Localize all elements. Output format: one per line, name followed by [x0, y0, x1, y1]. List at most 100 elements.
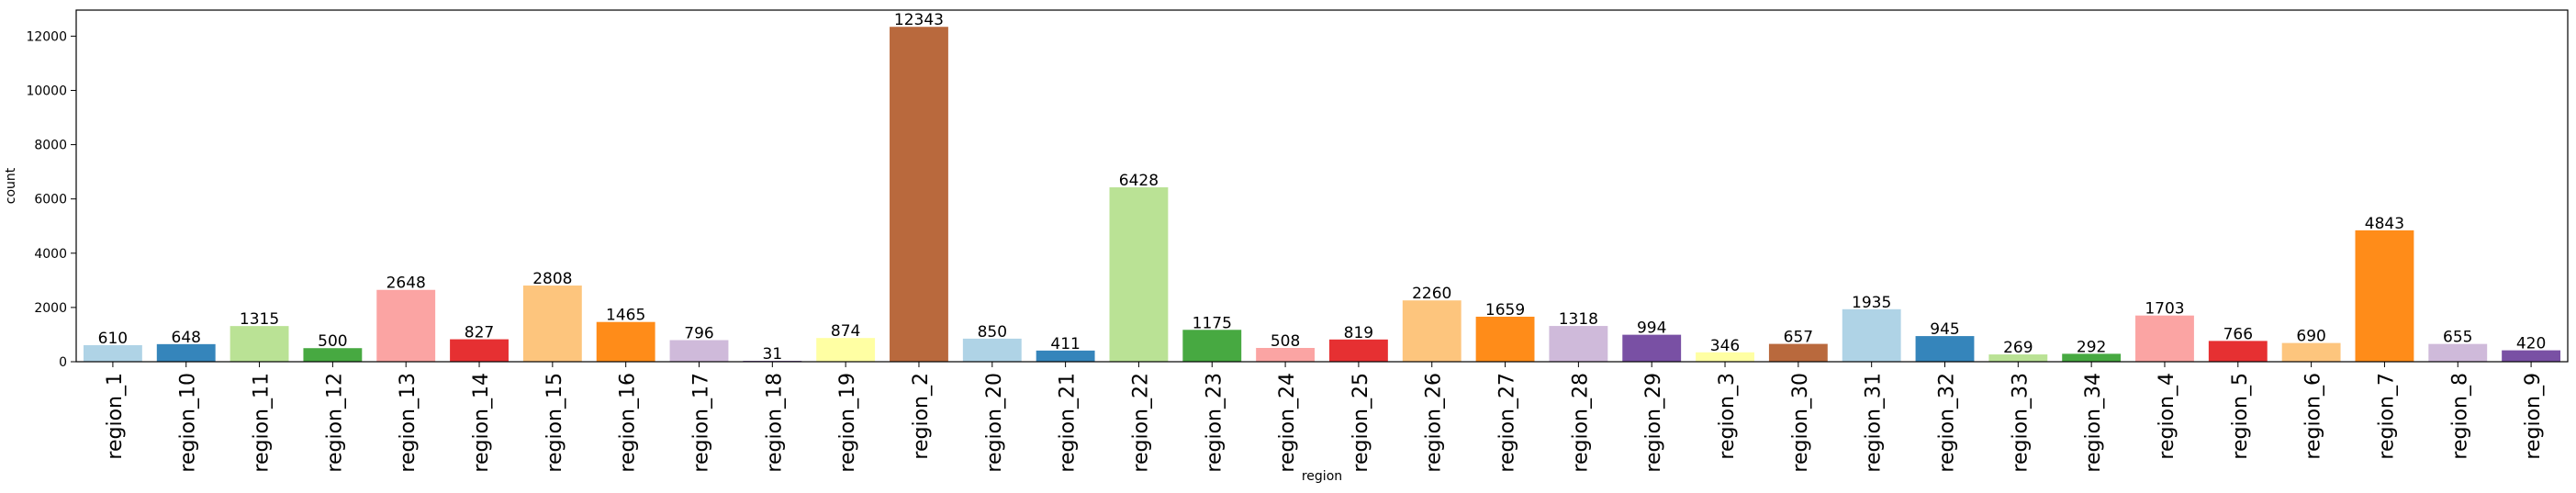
bar-value-label: 1935 — [1852, 294, 1891, 312]
bar-value-label: 819 — [1344, 324, 1373, 342]
x-tick-label: region_32 — [1936, 373, 1959, 473]
bar-region-31 — [1842, 308, 1901, 362]
bar-region-29 — [1622, 334, 1682, 362]
bar-region-12 — [303, 348, 363, 362]
bar-region-11 — [230, 326, 289, 362]
bar-region-16 — [596, 321, 655, 362]
bar-region-33 — [1988, 354, 2048, 362]
bar-region-9 — [2502, 350, 2561, 362]
bar-region-3 — [1696, 352, 1754, 362]
bar-region-13 — [376, 289, 436, 362]
x-tick-label: region_4 — [2156, 373, 2178, 460]
y-tick-label: 12000 — [26, 29, 67, 44]
bar-value-label: 827 — [465, 324, 494, 342]
bar-value-label: 346 — [1710, 337, 1740, 355]
x-tick-label: region_29 — [1642, 373, 1665, 473]
bar-value-label: 766 — [2223, 325, 2253, 343]
bar-value-label: 655 — [2443, 329, 2472, 347]
x-tick-label: region_27 — [1496, 373, 1519, 473]
bar-region-7 — [2355, 230, 2414, 362]
bar-value-label: 1659 — [1485, 301, 1525, 319]
bar-value-label: 796 — [684, 324, 713, 342]
x-tick-label: region_17 — [690, 373, 713, 473]
bar-region-6 — [2281, 342, 2341, 362]
bar-value-label: 610 — [98, 330, 128, 348]
x-tick-label: region_6 — [2302, 373, 2325, 460]
value-labels-group: 610 648 1315 500 2648 827 2808 1465 796 31 874 1234… — [98, 11, 2547, 364]
bar-region-30 — [1768, 343, 1828, 362]
bar-value-label: 411 — [1050, 335, 1080, 353]
x-tick-label: region_31 — [1863, 373, 1886, 473]
bars-group — [83, 27, 2561, 362]
bar-region-1 — [83, 344, 142, 362]
y-tick-label: 4000 — [34, 247, 67, 262]
x-tick-label: region_15 — [543, 373, 566, 473]
x-tick-label: region_9 — [2522, 373, 2545, 460]
bar-value-label: 269 — [2003, 339, 2033, 357]
x-tick-label: region_28 — [1569, 373, 1592, 473]
x-tick-label: region_16 — [617, 373, 640, 473]
bar-region-5 — [2208, 341, 2268, 362]
y-tick-label: 2000 — [34, 301, 67, 316]
bar-value-label: 1318 — [1559, 310, 1598, 329]
bar-value-label: 2260 — [1412, 285, 1451, 303]
bar-value-label: 2808 — [532, 270, 572, 288]
bar-value-label: 1465 — [606, 307, 645, 325]
x-tick-label: region_13 — [397, 373, 420, 473]
bar-region-19 — [816, 338, 876, 362]
bar-value-label: 500 — [318, 332, 347, 351]
bar-region-28 — [1549, 326, 1608, 362]
bar-value-label: 874 — [831, 322, 860, 341]
bar-region-8 — [2428, 343, 2488, 362]
bar-value-label: 6428 — [1119, 172, 1159, 190]
bar-region-2 — [890, 27, 948, 362]
bar-region-27 — [1475, 316, 1535, 362]
bar-value-label: 850 — [978, 323, 1007, 342]
bar-value-label: 12343 — [894, 11, 944, 29]
x-tick-label: region_22 — [1129, 373, 1152, 473]
x-tick-label: region_23 — [1203, 373, 1226, 473]
x-axis-title: region — [1302, 469, 1342, 484]
bar-region-22 — [1109, 187, 1169, 362]
bar-value-label: 657 — [1784, 329, 1813, 347]
x-tick-label: region_26 — [1423, 373, 1446, 473]
bar-value-label: 2648 — [386, 275, 426, 293]
x-tick-label: region_18 — [763, 373, 786, 473]
bar-region-23 — [1182, 330, 1242, 362]
bar-value-label: 1315 — [240, 310, 279, 329]
bar-region-14 — [450, 339, 509, 362]
bar-value-label: 994 — [1637, 319, 1666, 338]
x-tick-label: region_30 — [1789, 373, 1812, 473]
bar-region-34 — [2062, 353, 2122, 362]
y-tick-label: 8000 — [34, 139, 67, 153]
plot-frame — [75, 9, 2569, 363]
y-tick-label: 0 — [59, 355, 67, 370]
x-tick-label: region_3 — [1716, 373, 1739, 460]
bar-value-label: 31 — [763, 345, 783, 364]
bar-value-label: 420 — [2516, 335, 2546, 353]
x-tick-label: region_11 — [251, 373, 274, 473]
bar-value-label: 945 — [1930, 320, 1959, 339]
x-tick-label: region_12 — [323, 373, 346, 473]
bar-region-10 — [156, 343, 216, 362]
bar-value-label: 1703 — [2145, 300, 2184, 319]
bar-value-label: 1175 — [1193, 314, 1232, 332]
x-tick-label: region_5 — [2229, 373, 2252, 460]
bar-region-4 — [2135, 315, 2194, 362]
x-tick-label: region_8 — [2448, 373, 2471, 460]
y-axis: 0 2000 4000 6000 8000 10000 12000 — [26, 29, 76, 370]
bar-region-21 — [1036, 350, 1095, 362]
bar-value-label: 4843 — [2365, 215, 2404, 233]
bar-region-25 — [1328, 339, 1388, 362]
x-tick-label: region_33 — [2009, 373, 2032, 473]
x-tick-label: region_20 — [983, 373, 1006, 473]
x-tick-label: region_7 — [2375, 373, 2398, 460]
bar-value-label: 690 — [2296, 328, 2325, 346]
x-tick-label: region_10 — [177, 373, 200, 473]
bar-region-17 — [669, 340, 729, 362]
x-tick-label: region_34 — [2082, 373, 2105, 473]
bar-value-label: 648 — [172, 329, 201, 347]
x-tick-label: region_19 — [836, 373, 859, 473]
y-axis-title: count — [4, 167, 18, 204]
